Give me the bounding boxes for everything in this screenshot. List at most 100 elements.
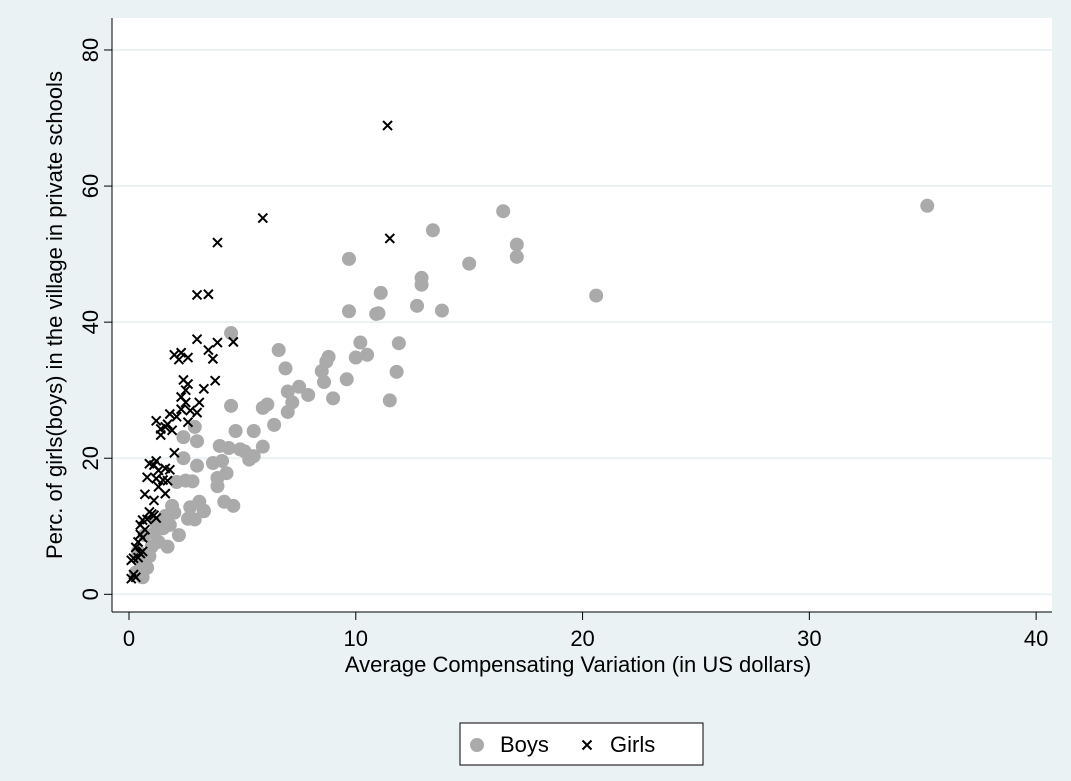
point — [267, 417, 282, 432]
point — [203, 344, 214, 356]
point — [233, 442, 248, 457]
point — [190, 434, 205, 449]
point — [496, 204, 511, 219]
point — [382, 393, 397, 408]
point — [180, 384, 191, 396]
point — [160, 421, 171, 433]
legend-label: Boys — [500, 732, 549, 757]
point — [139, 489, 151, 500]
point — [280, 404, 295, 419]
point — [171, 411, 182, 422]
point — [130, 572, 142, 583]
point — [292, 379, 307, 394]
point — [137, 532, 148, 544]
point — [384, 233, 396, 244]
point — [434, 303, 449, 318]
point — [228, 424, 243, 439]
point — [130, 542, 142, 553]
point — [160, 488, 171, 499]
y-tick-label: 20 — [78, 446, 103, 470]
point — [217, 494, 232, 509]
point — [203, 289, 214, 300]
point — [176, 451, 191, 466]
y-tick-label: 60 — [78, 174, 103, 198]
point — [462, 256, 477, 271]
point — [341, 251, 356, 266]
point — [141, 472, 153, 483]
point — [278, 361, 293, 376]
point — [509, 249, 524, 264]
point — [158, 509, 173, 524]
legend-marker — [581, 739, 593, 751]
point — [410, 298, 425, 313]
legend — [459, 722, 704, 766]
point — [341, 304, 356, 319]
point — [255, 439, 270, 454]
y-axis-label: Perc. of girls(boys) in the village in p… — [42, 71, 67, 559]
point — [126, 555, 137, 566]
point — [371, 306, 386, 321]
point — [155, 429, 166, 441]
point — [314, 364, 329, 379]
point — [360, 347, 375, 362]
point — [137, 546, 148, 557]
point — [280, 384, 295, 399]
x-tick-label: 40 — [1024, 626, 1048, 651]
point — [182, 416, 194, 428]
point — [144, 458, 155, 469]
point — [224, 326, 239, 341]
point — [151, 455, 162, 467]
point — [176, 430, 191, 445]
point — [339, 372, 354, 387]
point — [509, 237, 524, 252]
point — [198, 383, 210, 395]
point — [182, 352, 194, 363]
point — [271, 343, 286, 358]
point — [205, 455, 220, 470]
point — [257, 212, 269, 224]
point — [589, 288, 604, 303]
point — [190, 458, 205, 473]
point — [180, 397, 191, 408]
point — [228, 336, 239, 348]
y-tick-label: 0 — [78, 588, 103, 600]
legend-marker — [470, 738, 484, 752]
point — [166, 425, 178, 436]
point — [173, 354, 185, 365]
point — [169, 475, 184, 490]
point — [348, 350, 363, 365]
y-tick-label: 80 — [78, 38, 103, 62]
point — [164, 408, 176, 420]
point — [425, 223, 440, 238]
point — [191, 289, 203, 301]
point — [146, 508, 157, 520]
point — [224, 398, 239, 413]
point — [212, 337, 223, 348]
point — [246, 424, 261, 439]
point — [194, 397, 205, 408]
point — [187, 419, 202, 434]
point — [187, 512, 202, 527]
point — [326, 391, 341, 406]
legend-label: Girls — [610, 732, 655, 757]
point — [132, 552, 144, 563]
point — [373, 285, 388, 300]
point — [148, 495, 160, 506]
point — [212, 237, 223, 248]
y-tick-label: 40 — [78, 310, 103, 334]
point — [920, 198, 935, 213]
point — [151, 415, 162, 427]
point — [391, 336, 406, 351]
point — [196, 504, 211, 519]
x-tick-label: 30 — [797, 626, 821, 651]
x-tick-label: 0 — [123, 626, 135, 651]
point — [414, 277, 429, 292]
point — [209, 375, 221, 386]
point — [182, 378, 194, 390]
x-tick-label: 10 — [344, 626, 368, 651]
point — [317, 375, 332, 390]
point — [301, 387, 316, 402]
point — [171, 528, 186, 543]
point — [353, 335, 368, 350]
